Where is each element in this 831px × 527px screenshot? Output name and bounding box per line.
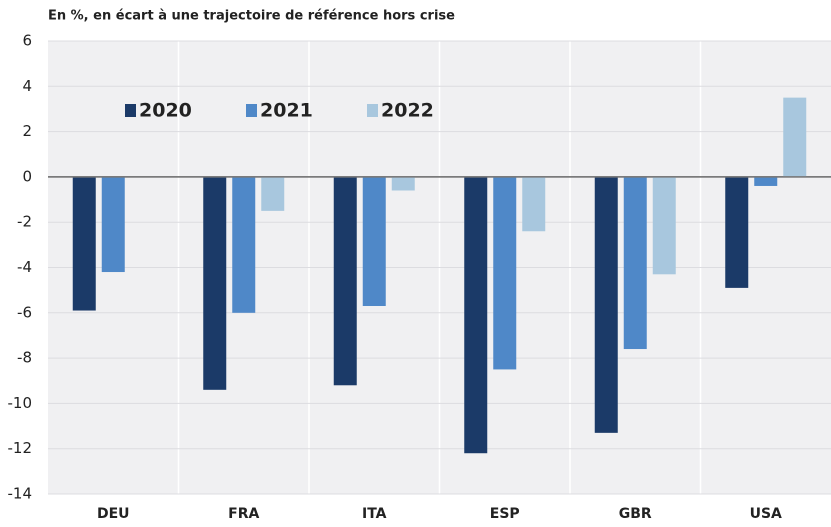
bar — [362, 176, 386, 307]
legend-label: 2022 — [381, 100, 434, 122]
bar — [783, 97, 807, 177]
y-tick-label: -8 — [17, 349, 32, 367]
legend-swatch — [125, 104, 136, 117]
x-tick-label: ITA — [362, 506, 387, 522]
bar — [203, 176, 227, 390]
bar — [464, 176, 488, 454]
x-tick-label: ESP — [490, 506, 520, 522]
y-tick-label: -4 — [17, 258, 32, 276]
x-tick-label: USA — [750, 506, 782, 522]
x-tick-label: GBR — [619, 506, 652, 522]
legend-label: 2020 — [139, 100, 192, 122]
bar — [261, 176, 285, 211]
legend-swatch — [367, 104, 378, 117]
bar — [652, 176, 676, 275]
bar — [72, 176, 96, 311]
bar — [101, 176, 125, 273]
bar — [391, 176, 415, 191]
bar — [623, 176, 647, 350]
legend-swatch — [246, 104, 257, 117]
bar — [594, 176, 618, 433]
x-tick-label: FRA — [228, 506, 259, 522]
y-tick-label: -14 — [8, 485, 33, 503]
y-tick-label: 0 — [22, 167, 32, 185]
bar — [754, 176, 778, 186]
legend-label: 2021 — [260, 100, 313, 122]
y-tick-label: 2 — [22, 122, 32, 140]
y-tick-label: -10 — [8, 394, 33, 412]
bar — [522, 176, 546, 232]
bar — [333, 176, 357, 386]
y-tick-label: -2 — [17, 213, 32, 231]
chart-title: En %, en écart à une trajectoire de réfé… — [48, 9, 455, 24]
y-tick-label: -6 — [17, 303, 32, 321]
x-tick-label: DEU — [97, 506, 130, 522]
bar — [232, 176, 256, 313]
bar — [493, 176, 517, 370]
y-tick-label: 4 — [22, 77, 32, 95]
y-tick-label: -12 — [8, 439, 33, 457]
y-tick-label: 6 — [22, 32, 32, 50]
bar — [725, 176, 749, 288]
